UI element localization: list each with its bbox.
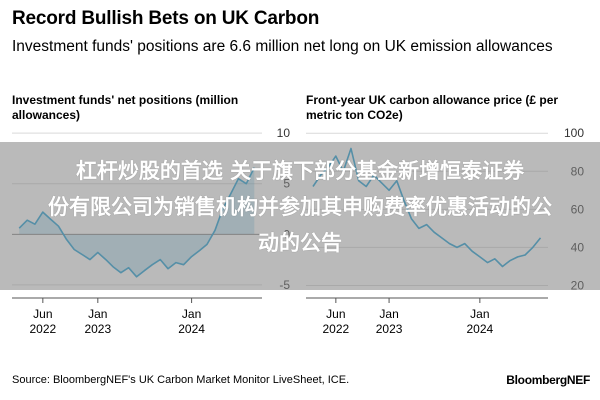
right-chart-y-tick-label: 100 bbox=[564, 126, 584, 140]
right-chart-x-tick-label: 2022 bbox=[322, 322, 349, 336]
page-title: Record Bullish Bets on UK Carbon bbox=[12, 8, 320, 29]
watermark-overlay bbox=[0, 142, 600, 290]
right-chart-title: Front-year UK carbon allowance price (£ … bbox=[306, 93, 559, 122]
watermark-line-3: 动的公告 bbox=[258, 231, 342, 255]
page-subtitle: Investment funds' positions are 6.6 mill… bbox=[12, 38, 553, 55]
watermark-text: 杠杆炒股的首选 关于旗下部分基金新增恒泰证券 份有限公司为销售机构并参加其申购费… bbox=[0, 153, 600, 261]
left-chart-x-tick-label: Jun bbox=[33, 307, 52, 321]
source-note: Source: BloombergNEF's UK Carbon Market … bbox=[12, 374, 350, 386]
watermark-line-2: 份有限公司为销售机构并参加其申购费率优惠活动的公 bbox=[48, 195, 552, 219]
left-chart-x-tick-label: 2024 bbox=[178, 322, 205, 336]
right-chart-x-tick-label: Jun bbox=[326, 307, 345, 321]
watermark-line-1: 杠杆炒股的首选 关于旗下部分基金新增恒泰证券 bbox=[75, 159, 525, 183]
right-chart-x-tick-label: 2023 bbox=[376, 322, 403, 336]
right-chart-x-tick-label: Jan bbox=[470, 307, 489, 321]
left-chart-y-tick-label: 10 bbox=[277, 126, 291, 140]
left-chart-title: Investment funds' net positions (million… bbox=[12, 93, 239, 122]
brand-logo: BloombergNEF bbox=[506, 373, 590, 387]
left-chart-x-tick-label: Jan bbox=[88, 307, 107, 321]
left-chart-x-tick-label: 2023 bbox=[84, 322, 111, 336]
left-chart-x-tick-label: 2022 bbox=[29, 322, 56, 336]
right-chart-x-tick-label: 2024 bbox=[467, 322, 494, 336]
right-chart-x-tick-label: Jan bbox=[379, 307, 398, 321]
left-chart-x-tick-label: Jan bbox=[182, 307, 201, 321]
